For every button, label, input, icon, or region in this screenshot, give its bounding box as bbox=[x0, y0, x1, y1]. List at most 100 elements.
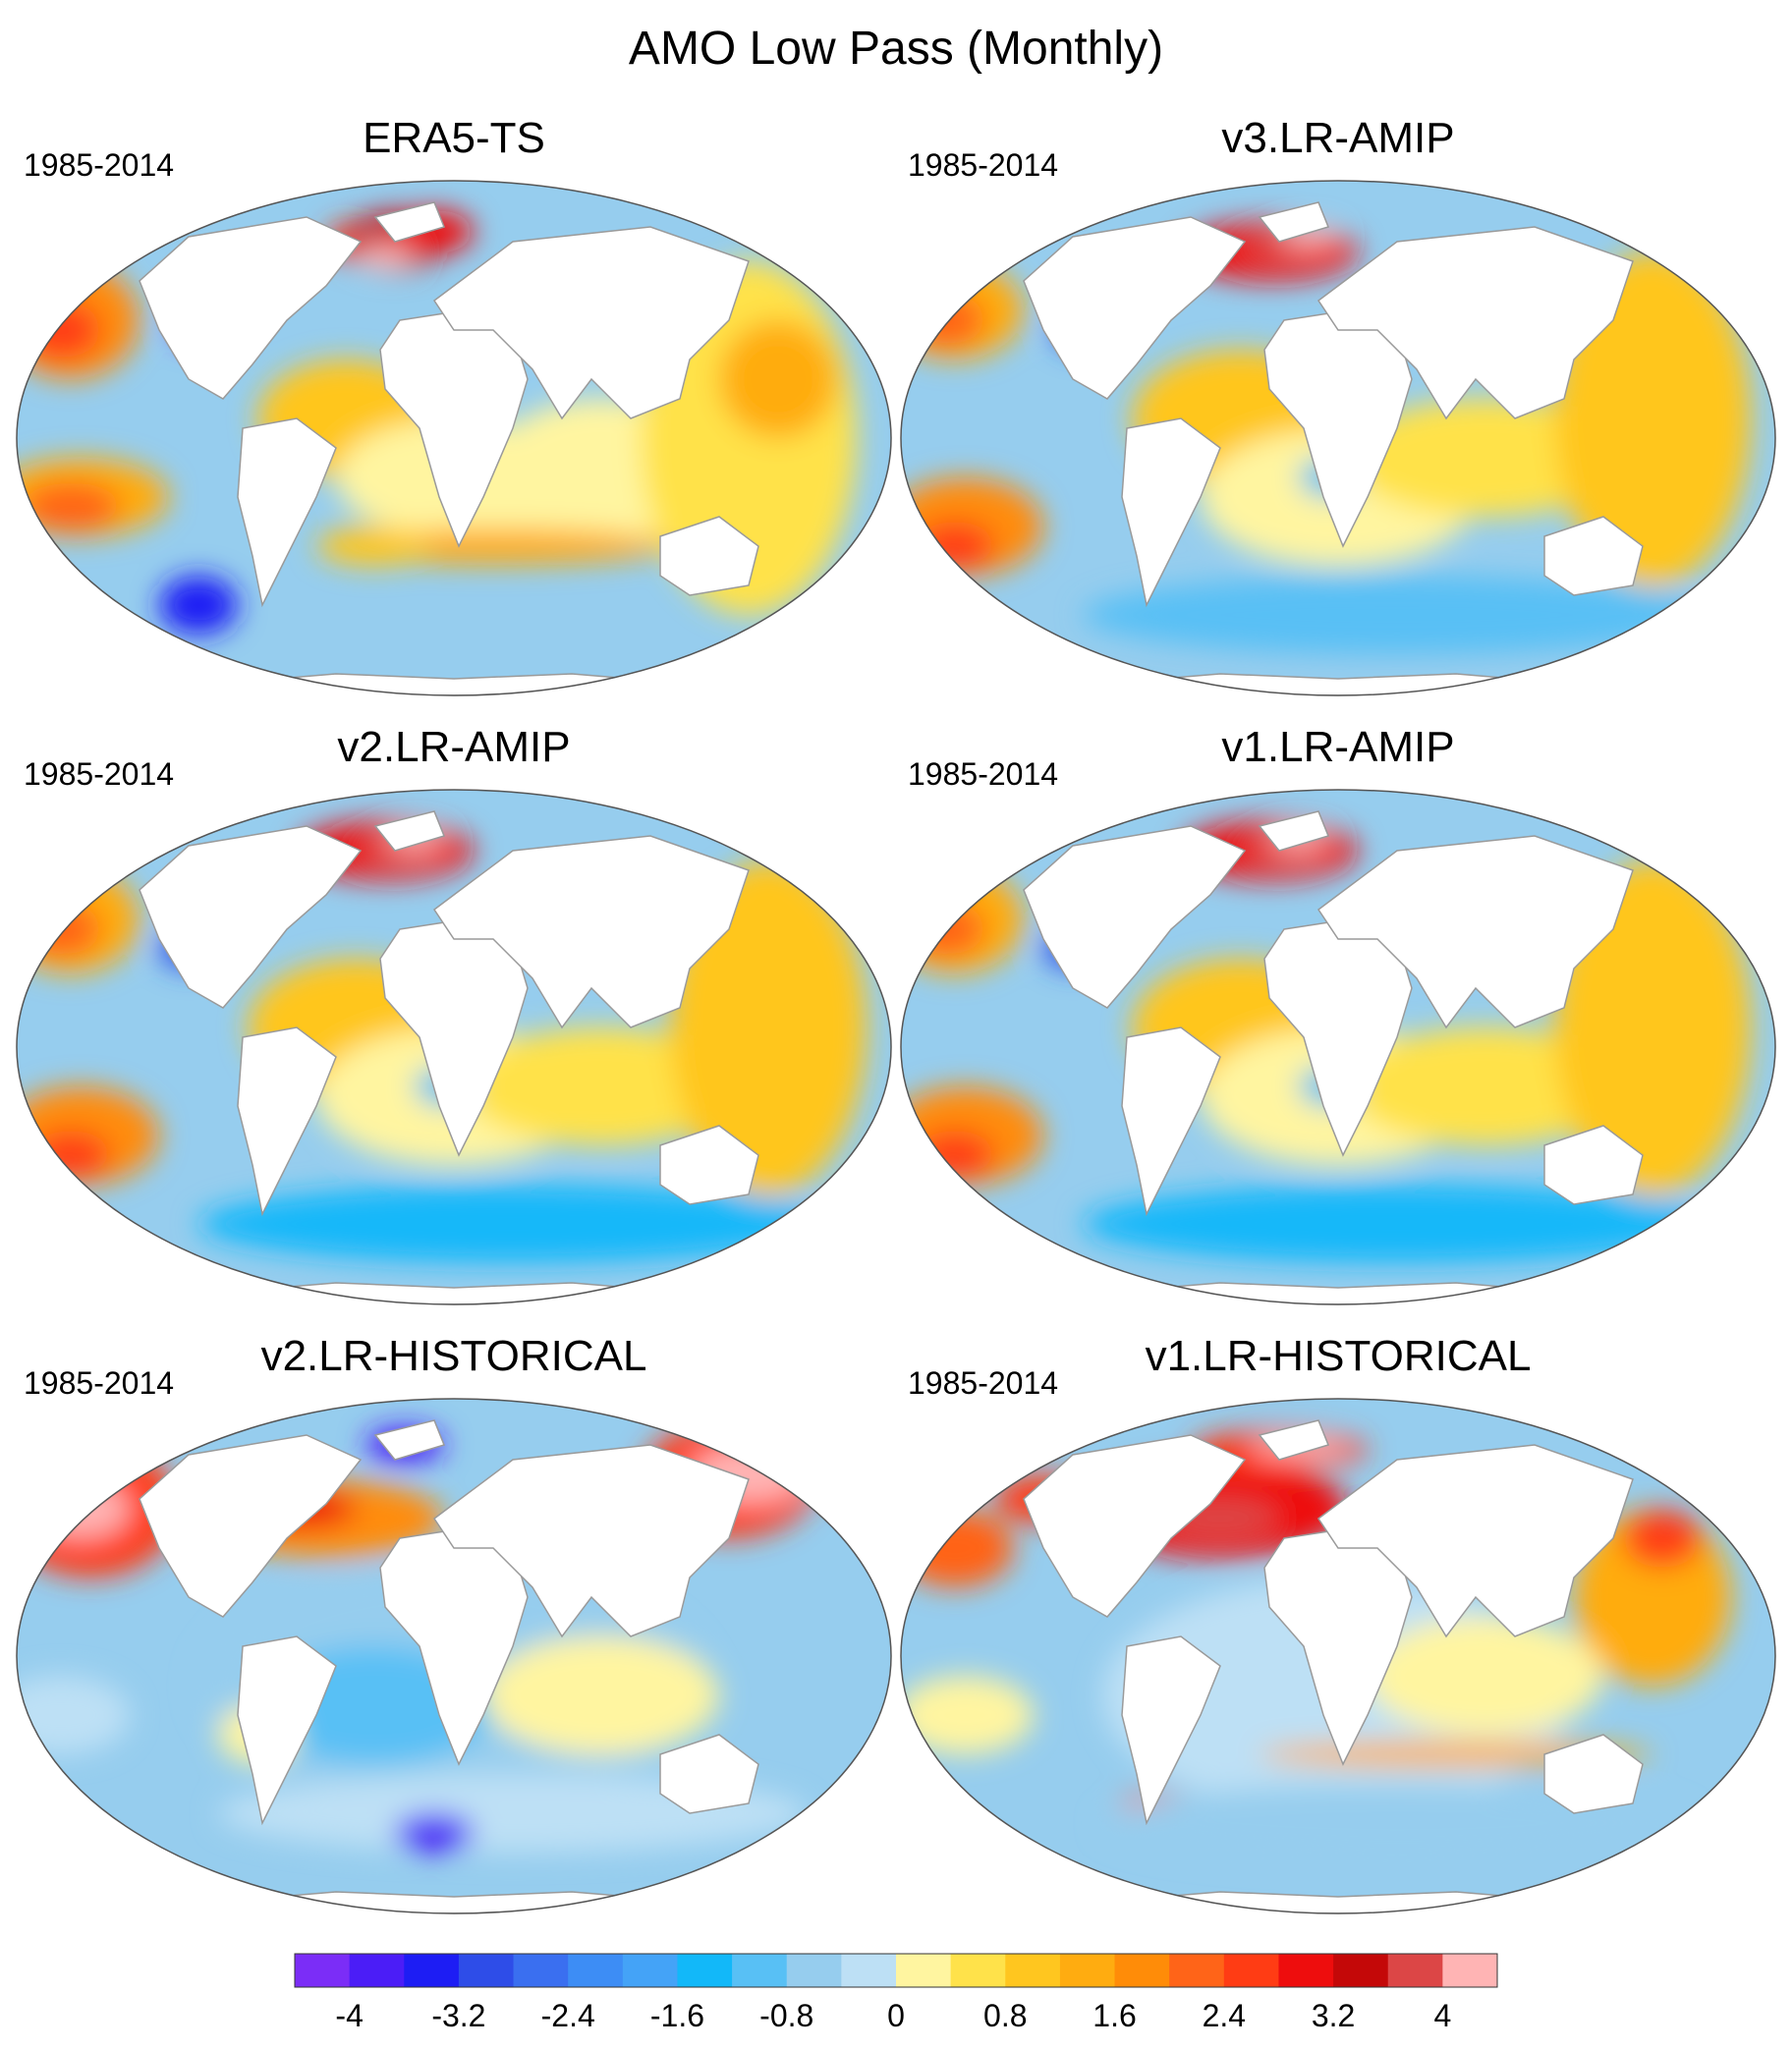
land-mass bbox=[237, 417, 337, 608]
land-mass bbox=[1543, 1734, 1644, 1814]
colorbar-swatch bbox=[1005, 1954, 1061, 1987]
colorbar-swatch bbox=[1223, 1954, 1279, 1987]
anomaly-region bbox=[916, 1131, 994, 1180]
colorbar-tick-label: -0.8 bbox=[759, 1998, 813, 2033]
colorbar-tick-label: -1.6 bbox=[650, 1998, 704, 2033]
land-mass bbox=[139, 216, 363, 400]
anomaly-region bbox=[31, 1479, 130, 1538]
colorbar-swatch bbox=[732, 1954, 788, 1987]
land-mass bbox=[139, 1434, 363, 1618]
anomaly-region bbox=[316, 526, 434, 566]
colorbar-swatch bbox=[677, 1954, 733, 1987]
map-panel-v2-amip: v2.LR-AMIP 1985-2014 bbox=[12, 723, 896, 1312]
panel-period: 1985-2014 bbox=[908, 1365, 1059, 1401]
map-border bbox=[900, 1398, 1776, 1914]
anomaly-region bbox=[1368, 1617, 1603, 1735]
colorbar-swatch bbox=[786, 1954, 842, 1987]
colorbar-tick-label: 0 bbox=[887, 1998, 905, 2033]
anomaly-region bbox=[1348, 399, 1623, 517]
colorbar-swatch bbox=[896, 1954, 952, 1987]
anomaly-region bbox=[1348, 1027, 1623, 1145]
anomaly-region bbox=[1083, 576, 1711, 654]
colorbar-frame bbox=[294, 1953, 1498, 1988]
panel-period: 1985-2014 bbox=[908, 147, 1059, 183]
anomaly-region bbox=[483, 1636, 719, 1754]
world-map bbox=[900, 1398, 1776, 1914]
land-mass bbox=[1121, 1026, 1221, 1217]
anomaly-region bbox=[356, 245, 415, 268]
panel-title: v2.LR-AMIP bbox=[337, 723, 571, 771]
world-map bbox=[16, 789, 892, 1305]
panel-title: v2.LR-HISTORICAL bbox=[260, 1332, 647, 1380]
map-border bbox=[16, 789, 892, 1305]
land-mass bbox=[1316, 226, 1634, 420]
colorbar-tick-label: 1.6 bbox=[1092, 1998, 1136, 2033]
land-mass bbox=[373, 1419, 446, 1461]
panel-period: 1985-2014 bbox=[24, 756, 175, 792]
map-border bbox=[900, 180, 1776, 696]
colorbar-swatch bbox=[950, 1954, 1006, 1987]
land-mass bbox=[659, 1125, 759, 1205]
world-map bbox=[16, 180, 892, 696]
land-mass bbox=[1121, 1635, 1221, 1826]
colorbar-tick-label: -4 bbox=[335, 1998, 363, 2033]
land-mass bbox=[1258, 201, 1330, 243]
colorbar-swatch bbox=[295, 1954, 351, 1987]
colorbar-swatch bbox=[1059, 1954, 1116, 1987]
colorbar-swatch bbox=[1333, 1954, 1389, 1987]
anomaly-region bbox=[901, 1676, 1034, 1754]
colorbar-swatch bbox=[1387, 1954, 1443, 1987]
land-mass bbox=[1258, 810, 1330, 852]
colorbar-tick-label: 3.2 bbox=[1312, 1998, 1355, 2033]
colorbar-swatch bbox=[349, 1954, 405, 1987]
land-mass bbox=[139, 825, 363, 1009]
land-mass bbox=[1316, 1444, 1634, 1638]
anomaly-region bbox=[159, 576, 238, 635]
anomaly-region bbox=[31, 1131, 110, 1180]
colorbar-tick-label: 0.8 bbox=[983, 1998, 1027, 2033]
panel-title: v1.LR-AMIP bbox=[1221, 723, 1455, 771]
colorbar-swatch bbox=[1114, 1954, 1170, 1987]
anomaly-region bbox=[916, 522, 994, 571]
world-map bbox=[900, 180, 1776, 696]
anomaly-region bbox=[464, 1027, 739, 1145]
panel-period: 1985-2014 bbox=[24, 1365, 175, 1401]
colorbar-swatch bbox=[513, 1954, 569, 1987]
land-mass bbox=[1023, 216, 1247, 400]
land-mass bbox=[659, 1734, 759, 1814]
anomaly-region bbox=[1102, 1784, 1692, 1862]
panel-period: 1985-2014 bbox=[24, 147, 175, 183]
world-map bbox=[16, 1398, 892, 1914]
colorbar-tick-label: -3.2 bbox=[431, 1998, 485, 2033]
colorbar-swatch bbox=[568, 1954, 624, 1987]
land-mass bbox=[432, 835, 750, 1029]
anomaly-region bbox=[22, 902, 100, 957]
colorbar-swatch bbox=[1169, 1954, 1225, 1987]
colorbar-tick-label: -2.4 bbox=[541, 1998, 595, 2033]
anomaly-region bbox=[22, 482, 120, 531]
colorbar-swatch bbox=[1278, 1954, 1334, 1987]
panel-period: 1985-2014 bbox=[908, 756, 1059, 792]
land-mass bbox=[237, 1635, 337, 1826]
map-panel-v1-historical: v1.LR-HISTORICAL 1985-2014 bbox=[896, 1332, 1780, 1921]
colorbar-swatch bbox=[841, 1954, 897, 1987]
land-mass bbox=[237, 1026, 337, 1217]
map-panel-v3-amip: v3.LR-AMIP 1985-2014 bbox=[896, 114, 1780, 703]
map-panel-era5: ERA5-TS 1985-2014 bbox=[12, 114, 896, 703]
land-mass bbox=[1121, 417, 1221, 608]
colorbar-tick-label: 2.4 bbox=[1203, 1998, 1246, 2033]
anomaly-region bbox=[670, 860, 867, 1194]
map-border bbox=[16, 180, 892, 696]
land-mass bbox=[1316, 835, 1634, 1029]
anomaly-region bbox=[906, 902, 984, 957]
map-border bbox=[900, 789, 1776, 1305]
map-panel-v2-historical: v2.LR-HISTORICAL 1985-2014 bbox=[12, 1332, 896, 1921]
land-mass bbox=[373, 201, 446, 243]
anomaly-region bbox=[1623, 1509, 1702, 1568]
land-mass bbox=[659, 516, 759, 596]
panel-title: v3.LR-AMIP bbox=[1221, 114, 1455, 162]
anomaly-region bbox=[22, 301, 100, 360]
colorbar-swatch bbox=[622, 1954, 678, 1987]
panel-title: ERA5-TS bbox=[363, 114, 545, 162]
panel-title: v1.LR-HISTORICAL bbox=[1145, 1332, 1532, 1380]
